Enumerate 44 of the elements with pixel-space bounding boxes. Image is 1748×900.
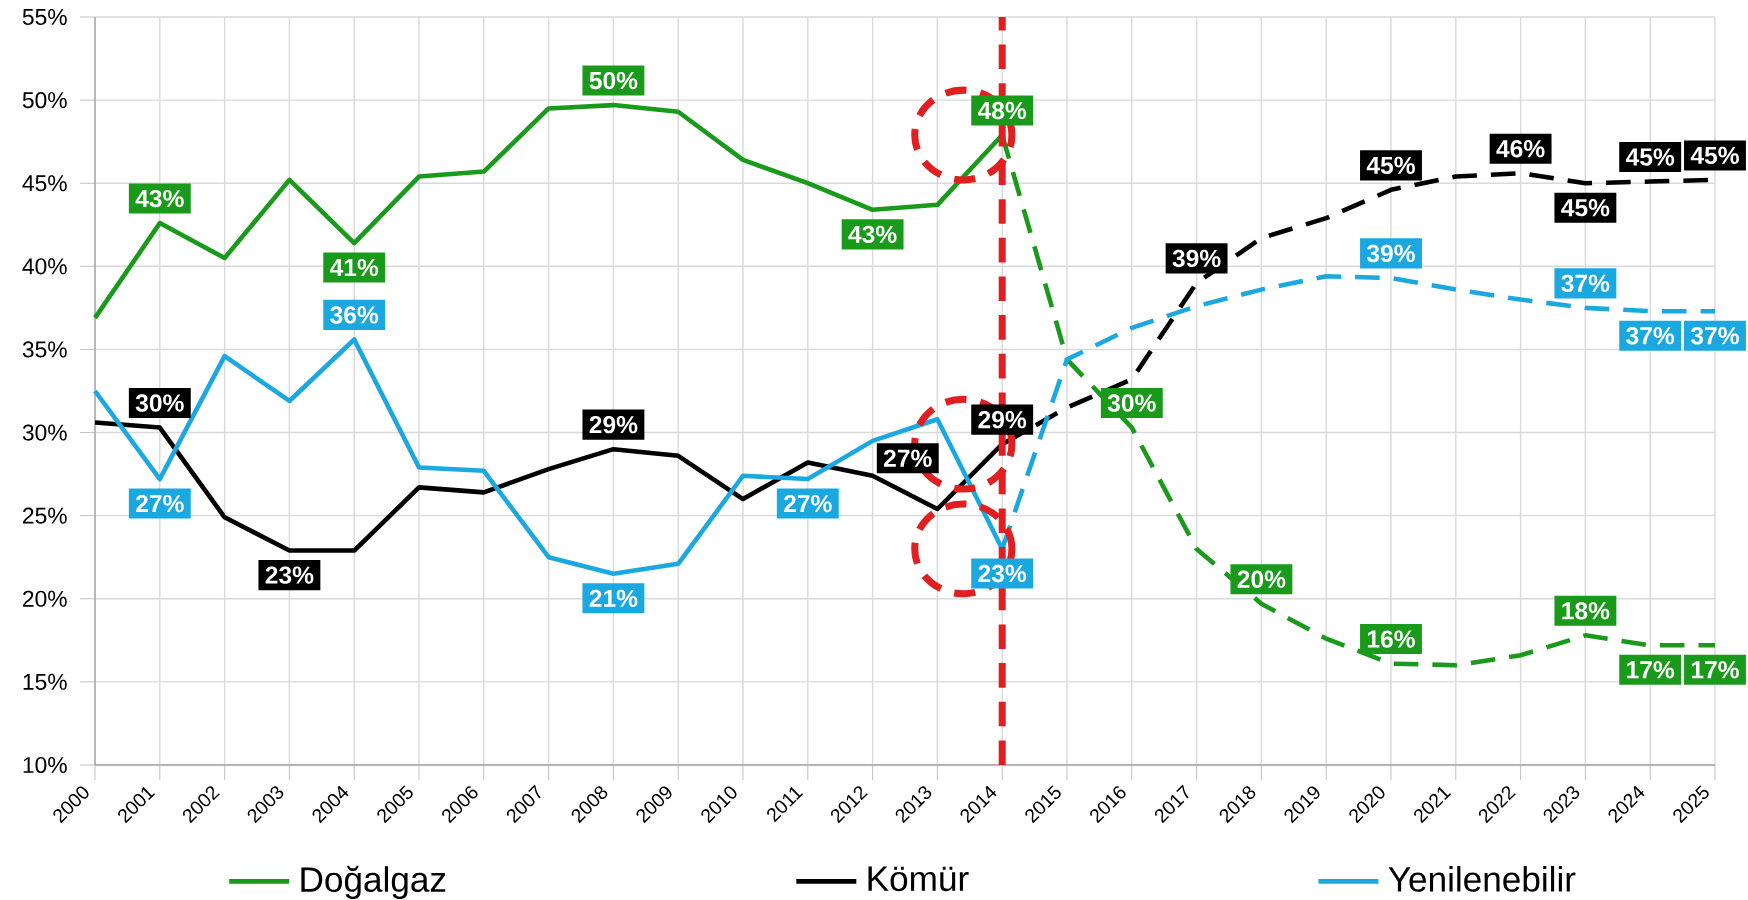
- data-label: 16%: [1367, 630, 1415, 648]
- data-label: 37%: [1561, 274, 1610, 293]
- y-tick-label: 10%: [23, 756, 67, 774]
- y-tick-label: 55%: [22, 8, 67, 26]
- data-label: 18%: [1562, 602, 1610, 620]
- data-label: 37%: [1690, 327, 1739, 345]
- data-label: 48%: [977, 101, 1027, 120]
- data-label: 23%: [978, 564, 1027, 583]
- data-label: 39%: [1172, 249, 1221, 268]
- legend-label: Kömür: [868, 866, 969, 892]
- y-tick-label: 35%: [22, 341, 67, 358]
- y-tick-label: 50%: [22, 92, 67, 109]
- legend-label: Yenilenebilir: [1388, 865, 1576, 892]
- data-label: 27%: [136, 494, 184, 513]
- data-label: 45%: [1366, 156, 1415, 175]
- data-label: 41%: [329, 258, 379, 277]
- data-label: 43%: [135, 189, 184, 208]
- data-label: 43%: [848, 225, 897, 244]
- data-label: 45%: [1561, 199, 1610, 217]
- y-tick-label: 40%: [22, 258, 67, 275]
- data-label: 39%: [1366, 244, 1415, 263]
- data-label: 45%: [1625, 148, 1675, 166]
- data-label: 50%: [589, 71, 638, 90]
- data-label: 37%: [1626, 327, 1675, 345]
- data-label: 29%: [978, 410, 1027, 429]
- y-tick-label: 30%: [22, 424, 67, 441]
- data-label: 29%: [589, 415, 638, 434]
- data-label: 46%: [1496, 140, 1545, 158]
- data-label: 36%: [330, 306, 379, 324]
- data-label: 23%: [265, 566, 314, 584]
- data-label: 17%: [1691, 661, 1739, 679]
- legend-label: Doğalgaz: [301, 865, 446, 899]
- y-tick-label: 20%: [23, 590, 67, 607]
- y-tick-label: 45%: [22, 175, 67, 192]
- data-label: 17%: [1627, 661, 1675, 679]
- y-tick-label: 15%: [23, 673, 67, 690]
- data-label: 30%: [135, 394, 184, 412]
- data-label: 20%: [1237, 570, 1286, 588]
- data-label: 30%: [1107, 394, 1156, 412]
- data-label: 45%: [1690, 146, 1739, 165]
- data-label: 27%: [883, 449, 932, 467]
- data-label: 21%: [589, 589, 638, 607]
- data-label: 27%: [784, 494, 832, 513]
- y-tick-label: 25%: [23, 507, 67, 524]
